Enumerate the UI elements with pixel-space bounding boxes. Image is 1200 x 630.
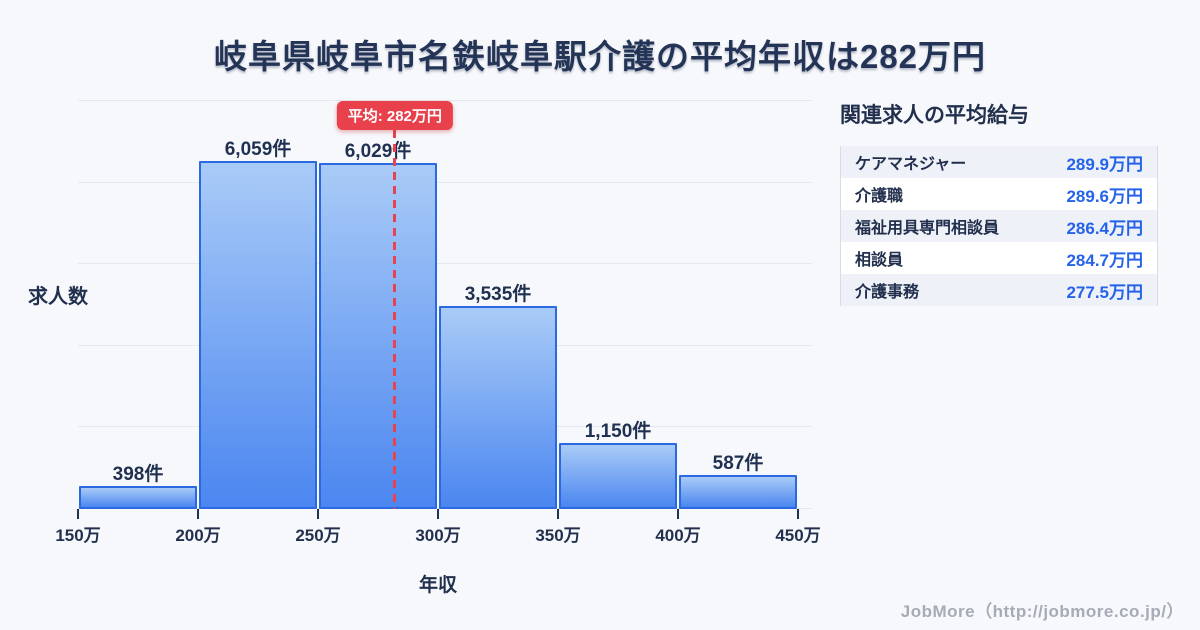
average-salary-value: 277.5万円 xyxy=(1066,282,1143,302)
histogram-bar xyxy=(79,486,197,509)
bar-value-label: 587件 xyxy=(712,453,764,474)
histogram-bar xyxy=(439,306,557,509)
x-axis-tick xyxy=(557,509,559,519)
job-title: 相談員 xyxy=(855,252,904,269)
x-axis-tick xyxy=(197,509,199,519)
bar-value-label: 6,059件 xyxy=(224,139,292,160)
x-axis-tick-label: 200万 xyxy=(175,526,221,545)
histogram-bar xyxy=(559,443,677,509)
side-panel-title: 関連求人の平均給与 xyxy=(840,104,1029,127)
salary-row: 介護事務 277.5万円 xyxy=(841,274,1157,306)
x-axis-tick xyxy=(677,509,679,519)
gridline xyxy=(78,181,812,183)
related-salary-table: ケアマネジャー 289.9万円介護職 289.6万円福祉用具専門相談員 286.4万円… xyxy=(840,146,1158,306)
histogram-bar xyxy=(679,475,797,509)
histogram-bar xyxy=(319,163,437,509)
histogram-bar xyxy=(199,161,317,509)
x-axis-tick xyxy=(437,509,439,519)
salary-row: ケアマネジャー 289.9万円 xyxy=(841,146,1157,178)
gridline xyxy=(78,100,812,101)
x-axis-tick xyxy=(797,509,799,519)
average-salary-value: 286.4万円 xyxy=(1066,218,1143,238)
salary-row: 相談員 284.7万円 xyxy=(841,242,1157,274)
bar-value-label: 3,535件 xyxy=(464,284,532,305)
x-axis-tick-label: 300万 xyxy=(415,526,461,545)
x-axis-label: 年収 xyxy=(418,575,457,596)
average-line xyxy=(393,130,397,509)
job-title: 介護職 xyxy=(855,188,904,205)
job-title: ケアマネジャー xyxy=(855,156,967,173)
plot-area: 求人数 年収 398件 6,059件 6,029件 3,535件 1,150件 587件 1… xyxy=(28,100,821,596)
salary-row: 介護職 289.6万円 xyxy=(841,178,1157,210)
average-salary-value: 289.9万円 xyxy=(1066,154,1143,174)
x-axis-tick-label: 150万 xyxy=(55,526,101,545)
bar-value-label: 6,029件 xyxy=(344,141,412,162)
gridline xyxy=(78,263,812,265)
x-axis-tick-label: 350万 xyxy=(535,526,581,545)
x-axis-tick-label: 450万 xyxy=(775,526,821,545)
x-axis-tick xyxy=(77,509,79,519)
x-axis-tick-label: 250万 xyxy=(295,526,341,545)
bar-value-label: 1,150件 xyxy=(584,421,652,442)
page-title: 岐阜県岐阜市名鉄岐阜駅介護の平均年収は282万円 xyxy=(213,38,987,75)
bar-value-label: 398件 xyxy=(112,464,164,485)
footer-credit: JobMore（http://jobmore.co.jp/） xyxy=(900,602,1184,621)
average-salary-value: 289.6万円 xyxy=(1066,186,1143,206)
y-axis-label: 求人数 xyxy=(28,286,88,308)
job-title: 介護事務 xyxy=(855,284,920,301)
x-axis-tick-label: 400万 xyxy=(655,526,701,545)
average-salary-value: 284.7万円 xyxy=(1066,250,1143,270)
average-badge: 平均: 282万円 xyxy=(336,101,453,130)
job-title: 福祉用具専門相談員 xyxy=(855,220,1000,237)
salary-row: 福祉用具専門相談員 286.4万円 xyxy=(841,210,1157,242)
x-axis-tick xyxy=(317,509,319,519)
